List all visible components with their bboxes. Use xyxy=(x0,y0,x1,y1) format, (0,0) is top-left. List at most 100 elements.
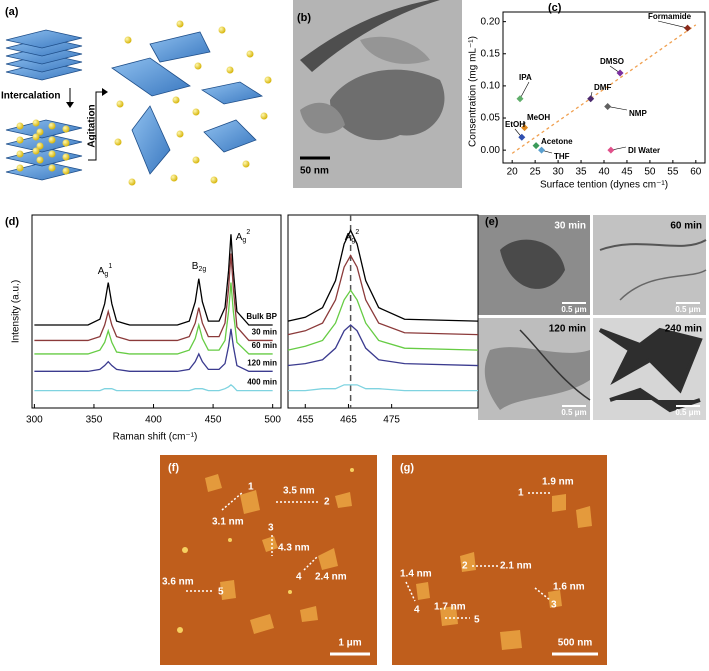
profile-line xyxy=(221,491,244,511)
flake xyxy=(318,548,338,570)
flake xyxy=(484,347,590,410)
ion xyxy=(176,130,184,138)
y-tick-label: 0.00 xyxy=(481,145,501,156)
profile-line xyxy=(405,581,416,602)
panel-label: (d) xyxy=(5,216,19,228)
sheet xyxy=(149,31,211,63)
bulk-stack xyxy=(5,29,83,81)
point-label: IPA xyxy=(519,73,532,82)
flake-id: 4 xyxy=(296,572,302,583)
ion xyxy=(194,62,202,70)
flake xyxy=(330,69,445,141)
data-point xyxy=(616,69,624,77)
data-point xyxy=(587,95,595,103)
x-tick-label: 45 xyxy=(621,167,633,178)
y-tick-label: 0.15 xyxy=(481,48,501,59)
step-label: Agitation xyxy=(87,104,98,147)
scale-label: 0.5 μm xyxy=(675,408,700,417)
particle xyxy=(177,627,183,633)
flake xyxy=(460,552,476,572)
spectrum-line xyxy=(34,384,273,392)
flake-height: 2.4 nm xyxy=(315,572,347,583)
point-label: MeOH xyxy=(527,113,550,122)
flake-id: 2 xyxy=(462,561,468,572)
peak-label-sub: 2g xyxy=(198,266,206,273)
data-point xyxy=(516,95,524,103)
peak-label-sub: g xyxy=(351,237,355,244)
flake-id: 2 xyxy=(324,497,330,508)
peak-label-base: A xyxy=(345,232,352,243)
y-tick-label: 0.10 xyxy=(481,81,501,92)
x-tick-label: 400 xyxy=(145,415,162,426)
spectrum-line xyxy=(34,328,273,372)
y-axis-label: Intensity (a.u.) xyxy=(11,280,22,343)
spectrum-line xyxy=(287,254,479,336)
scale-label: 0.5 μm xyxy=(675,305,700,314)
flake-id: 3 xyxy=(551,600,557,611)
peak-label: Ag2 xyxy=(345,229,360,244)
flake xyxy=(220,580,236,600)
flake-id: 1 xyxy=(248,482,254,493)
tem-series: (e) 30 min 60 min 120 min 240 min 0.5 μm… xyxy=(478,215,707,420)
scale-label: 0.5 μm xyxy=(561,305,586,314)
point-label: NMP xyxy=(629,109,647,118)
flake xyxy=(250,614,274,634)
flake-id: 3 xyxy=(268,523,274,534)
sheet xyxy=(5,119,83,139)
ion xyxy=(192,108,200,116)
y-tick-label: 0.05 xyxy=(481,113,501,124)
peak-label-sub: g xyxy=(242,237,246,244)
time-label: 60 min xyxy=(670,221,702,232)
data-point xyxy=(521,124,529,132)
scale-label: 0.5 μm xyxy=(561,408,586,417)
intercalated-stack xyxy=(5,119,83,181)
flake xyxy=(552,494,566,512)
profile-line xyxy=(303,555,319,571)
x-tick-label: 450 xyxy=(205,415,222,426)
peak-label-sup: 2 xyxy=(246,229,250,236)
ion xyxy=(192,156,200,164)
x-tick-label: 30 xyxy=(553,167,565,178)
sheet xyxy=(200,81,264,105)
afm-image: (f) 1 3.1 nm 2 3.5 nm 3 4.3 nm 4 2.4 nm … xyxy=(160,455,377,665)
point-label: THF xyxy=(554,152,570,161)
point-label: Acetone xyxy=(541,137,573,146)
ion xyxy=(48,164,56,172)
ion xyxy=(62,167,70,175)
peak-label-base: B xyxy=(192,261,199,272)
flake-id: 1 xyxy=(518,488,524,499)
image-background xyxy=(392,455,607,665)
sheet-edge xyxy=(599,239,707,251)
leader-line xyxy=(657,20,688,29)
x-tick-label: 35 xyxy=(575,167,587,178)
peak-label-base: A xyxy=(236,232,243,243)
ions xyxy=(114,20,272,186)
scale-label: 500 nm xyxy=(558,638,593,649)
fit-line xyxy=(511,24,697,154)
ion xyxy=(16,164,24,172)
series-label: 120 min xyxy=(247,358,277,367)
data-point xyxy=(518,133,526,141)
peak-label: Ag1 xyxy=(98,263,113,278)
flake-height: 4.3 nm xyxy=(278,543,310,554)
flake xyxy=(500,630,522,650)
x-axis-label: Surface tention (dynes cm⁻¹) xyxy=(540,180,668,191)
spectrum-line xyxy=(287,289,479,351)
ion xyxy=(210,176,218,184)
image-background xyxy=(160,455,377,665)
ion xyxy=(246,50,254,58)
flake-id: 5 xyxy=(218,587,224,598)
flake xyxy=(360,36,430,64)
flake xyxy=(576,506,592,528)
x-tick-label: 55 xyxy=(667,167,679,178)
ion xyxy=(16,136,24,144)
ion xyxy=(226,66,234,74)
sheet-edge xyxy=(619,269,707,301)
panel-label: (a) xyxy=(5,6,19,18)
arrow-head xyxy=(66,102,74,108)
exfoliated-sheets xyxy=(111,31,264,175)
ion xyxy=(48,122,56,130)
spectrum-line xyxy=(34,253,273,342)
flake-id: 4 xyxy=(414,605,420,616)
point-label: EtOH xyxy=(505,120,525,129)
